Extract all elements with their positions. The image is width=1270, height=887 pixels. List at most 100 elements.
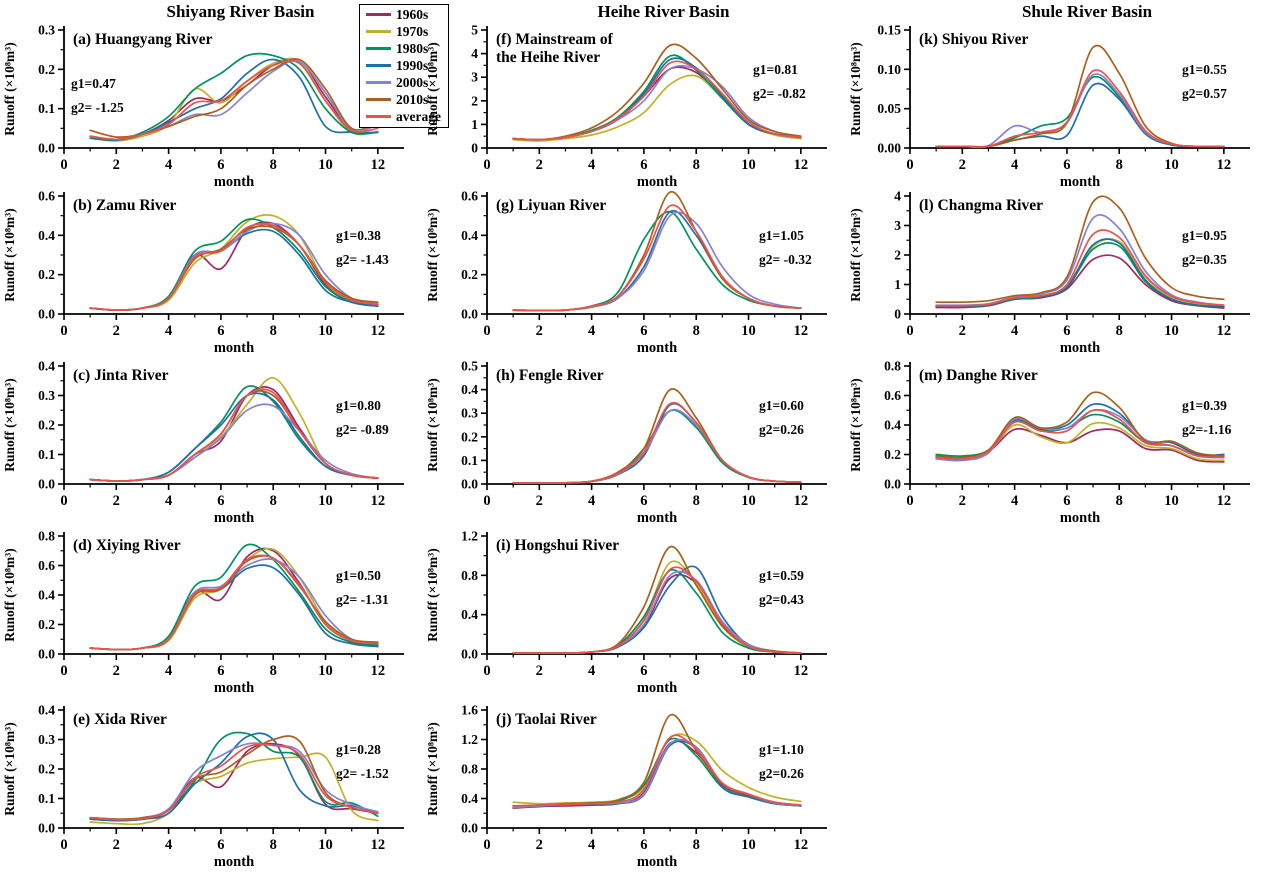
series-line-1990s xyxy=(89,732,379,822)
panel-jinta: 0 2 4 6 8 10 12 0.0 0.1 0.2 0.3 0.4 month Runoff (×10… xyxy=(0,356,423,526)
legend-label: average xyxy=(396,109,441,124)
legend-line-swatch xyxy=(366,64,392,67)
x-tick-label: 8 xyxy=(270,663,277,679)
x-axis-title: month xyxy=(1060,340,1100,356)
x-tick-label: 0 xyxy=(483,663,490,679)
x-tick-label: 0 xyxy=(483,837,490,853)
legend-item-1980s: 1980s xyxy=(366,40,441,57)
series-line-average xyxy=(89,59,379,141)
y-tick-label: 0.3 xyxy=(38,388,55,403)
series-line-average xyxy=(935,229,1225,307)
series-line-1990s xyxy=(512,565,802,654)
y-tick-label: 0.3 xyxy=(461,406,478,421)
series-line-2010s xyxy=(89,390,379,482)
x-axis-title: month xyxy=(214,680,254,696)
panel-zamu: 0 2 4 6 8 10 12 0.0 0.2 0.4 0.6 month Runoff (×10⁸m³… xyxy=(0,186,423,356)
panel-huangyang: Shiyang River Basin 1960s 1970s 1980s 1990s… xyxy=(0,0,449,190)
x-tick-label: 12 xyxy=(1217,493,1232,509)
x-tick-label: 0 xyxy=(60,323,67,339)
series-line-1970s xyxy=(89,57,379,142)
x-tick-label: 6 xyxy=(1063,493,1070,509)
series-line-2010s xyxy=(512,388,802,484)
y-axis-title: Runoff (×10⁸m³) xyxy=(848,208,863,301)
x-tick-label: 6 xyxy=(217,837,224,853)
x-tick-label: 4 xyxy=(165,663,172,679)
panel-hongshui: 0 2 4 6 8 10 12 0.0 0.4 0.8 1.2 month Runoff (×10⁸m³… xyxy=(423,526,846,700)
g2-annotation: g2=-1.16 xyxy=(1182,422,1232,437)
y-tick-label: 0.0 xyxy=(461,647,478,662)
chart-h-svg: 0 2 4 6 8 10 12 0.0 0.1 0.2 0.3 0.4 0.5 month Runoff (… xyxy=(425,359,827,526)
y-tick-label: 0.3 xyxy=(38,23,55,38)
panel-taolai: 0 2 4 6 8 10 12 0.0 0.4 0.8 1.2 1.6 month Runoff (×10… xyxy=(423,700,846,887)
panel-title: (d) Xiying River xyxy=(73,537,181,554)
series-line-2010s xyxy=(89,57,379,138)
x-axis-title: month xyxy=(214,174,254,190)
x-tick-label: 12 xyxy=(794,837,809,853)
x-tick-label: 6 xyxy=(217,157,224,173)
x-tick-label: 8 xyxy=(693,157,700,173)
g1-annotation: g1=0.28 xyxy=(336,742,381,757)
x-tick-label: 6 xyxy=(1063,323,1070,339)
x-tick-label: 4 xyxy=(588,157,595,173)
y-tick-label: 3 xyxy=(894,218,901,233)
y-tick-label: 0.8 xyxy=(884,359,901,374)
series-line-1960s xyxy=(89,547,379,651)
y-axis-title: Runoff (×10⁸m³) xyxy=(2,548,17,641)
x-tick-label: 6 xyxy=(640,323,647,339)
panel-changma: 0 2 4 6 8 10 12 0 1 2 3 4 month Runoff (×10⁸m³) (l) Ch… xyxy=(846,186,1270,356)
g1-annotation: g1=0.59 xyxy=(759,568,804,583)
y-tick-label: 0.0 xyxy=(884,477,901,492)
x-tick-label: 10 xyxy=(318,837,333,853)
y-axis-title: Runoff (×10⁸m³) xyxy=(2,378,17,471)
y-axis-title: Runoff (×10⁸m³) xyxy=(425,378,440,471)
legend-label: 1990s xyxy=(396,58,429,73)
legend-line-swatch xyxy=(366,115,392,118)
series-line-2010s xyxy=(89,735,379,821)
y-tick-label: 0.2 xyxy=(461,429,478,444)
x-tick-label: 0 xyxy=(483,157,490,173)
series-line-2000s xyxy=(512,570,802,654)
legend-line-swatch xyxy=(366,81,392,84)
series-line-average xyxy=(89,222,379,311)
x-tick-label: 12 xyxy=(794,663,809,679)
legend-label: 2010s xyxy=(396,92,429,107)
g2-annotation: g2= -1.52 xyxy=(336,766,389,781)
x-tick-label: 8 xyxy=(270,157,277,173)
series-line-average xyxy=(512,566,802,654)
x-tick-label: 8 xyxy=(1116,323,1123,339)
series-line-average xyxy=(89,554,379,651)
series-line-1990s xyxy=(935,403,1225,460)
y-tick-label: 0.8 xyxy=(38,529,55,544)
chart-i-svg: 0 2 4 6 8 10 12 0.0 0.4 0.8 1.2 month Runoff (×10⁸m³… xyxy=(425,529,827,696)
x-tick-label: 0 xyxy=(60,493,67,509)
g2-annotation: g2=0.43 xyxy=(759,592,804,607)
y-tick-label: 0.15 xyxy=(877,23,901,38)
x-tick-label: 0 xyxy=(906,493,913,509)
y-tick-label: 0 xyxy=(894,307,901,322)
series-line-2010s xyxy=(935,391,1225,459)
y-tick-label: 0.0 xyxy=(461,307,478,322)
panel-title: (m) Danghe River xyxy=(919,367,1038,384)
panel-title: (b) Zamu River xyxy=(73,197,176,214)
x-tick-label: 4 xyxy=(165,157,172,173)
panel-shiyou: Shule River Basin 0 2 4 6 8 10 12 0.00 0.05 0.10 0… xyxy=(846,0,1270,190)
legend-item-2000s: 2000s xyxy=(366,74,441,91)
y-axis-title: Runoff (×10⁸m³) xyxy=(2,722,17,815)
panel-title: (g) Liyuan River xyxy=(496,197,606,214)
y-tick-label: 0.00 xyxy=(877,141,901,156)
x-tick-label: 10 xyxy=(741,157,756,173)
y-tick-label: 0.0 xyxy=(38,141,55,156)
x-axis-title: month xyxy=(1060,510,1100,526)
y-tick-label: 0.0 xyxy=(461,821,478,836)
x-tick-label: 0 xyxy=(906,323,913,339)
g2-annotation: g2= -1.31 xyxy=(336,592,389,607)
series-line-1990s xyxy=(89,564,379,651)
x-tick-label: 6 xyxy=(217,663,224,679)
series-line-2000s xyxy=(89,59,379,141)
x-tick-label: 8 xyxy=(270,837,277,853)
chart-k-svg: 0 2 4 6 8 10 12 0.00 0.05 0.10 0.15 month Runoff (×1… xyxy=(848,23,1250,190)
panel-empty-1 xyxy=(846,526,1270,700)
g1-annotation: g1=0.55 xyxy=(1182,62,1227,77)
series-line-1980s xyxy=(512,568,802,654)
